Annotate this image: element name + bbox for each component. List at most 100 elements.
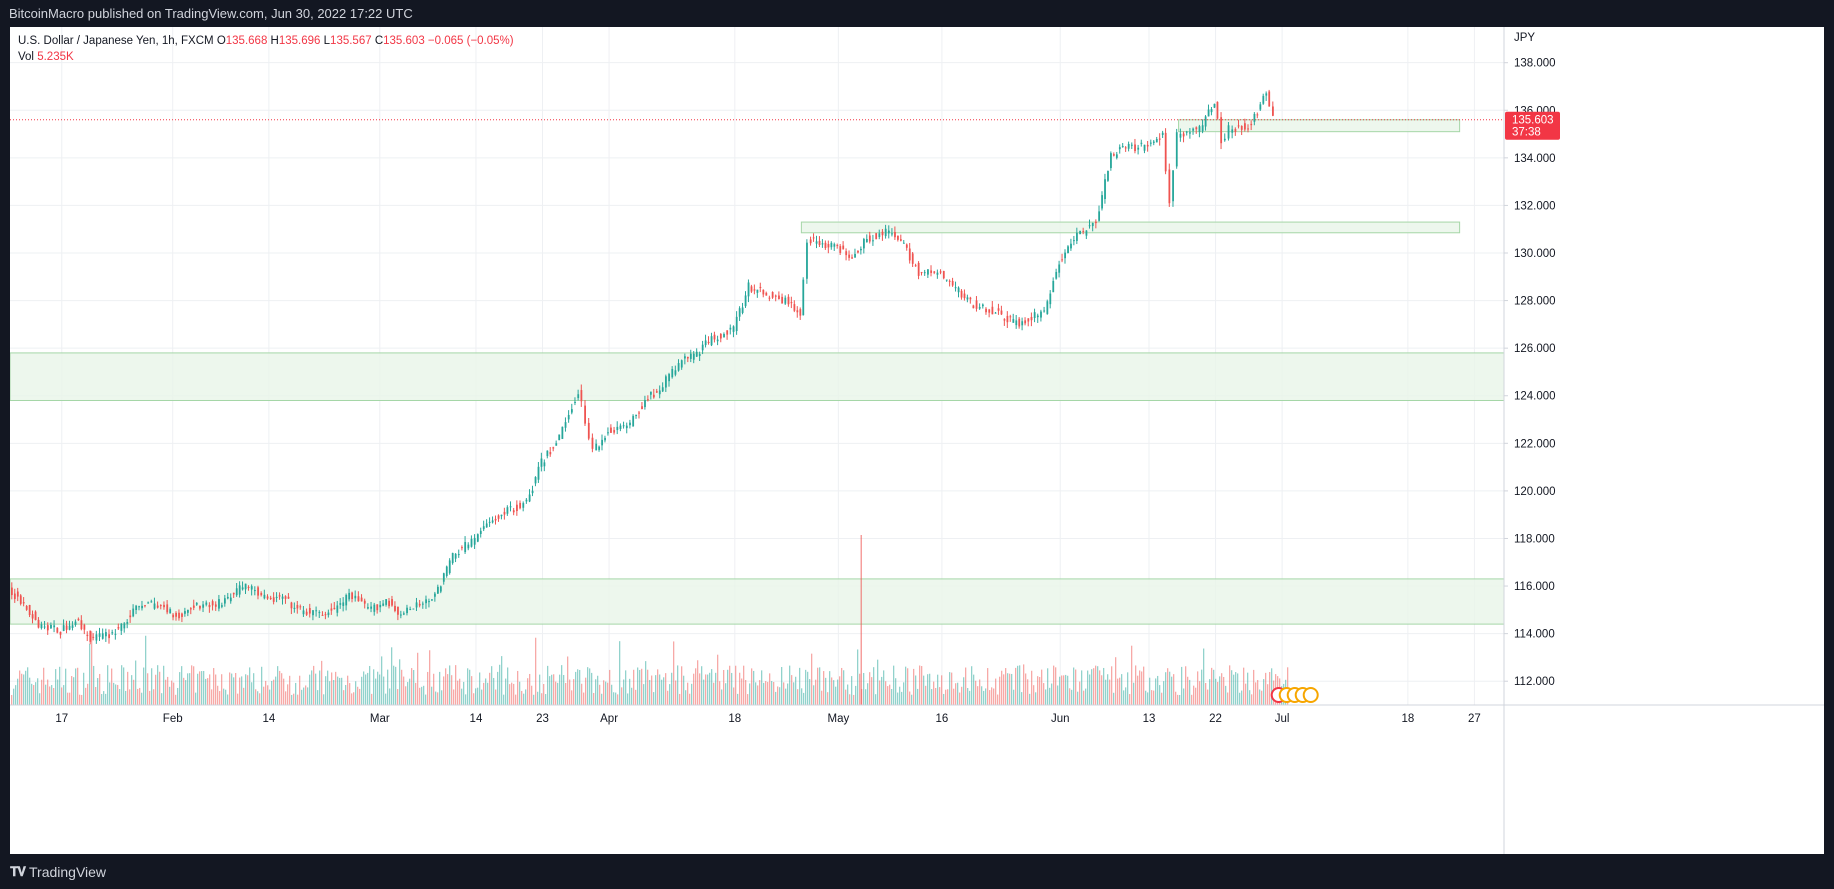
candle-body [476, 534, 479, 542]
volume-bar [367, 672, 369, 705]
candle-body [558, 434, 561, 441]
event-marker-icon[interactable] [1302, 687, 1319, 703]
volume-bar [1257, 680, 1259, 705]
candle-body [1220, 117, 1223, 144]
volume-bar [1233, 674, 1235, 705]
candle-body [833, 244, 836, 247]
support-resistance-zone[interactable] [9, 352, 1505, 401]
symbol-label[interactable]: U.S. Dollar / Japanese Yen, 1h, FXCM [18, 35, 214, 47]
volume-bar [959, 692, 961, 705]
volume-bar [1231, 670, 1233, 705]
candle-body [1265, 93, 1268, 96]
candle-body [863, 239, 865, 249]
volume-bar [1167, 668, 1169, 705]
candle-body [652, 394, 655, 398]
volume-bar [1115, 657, 1117, 705]
high-label: H [270, 35, 279, 47]
candle-body [503, 511, 506, 515]
candle-body [735, 316, 738, 332]
volume-bar [227, 694, 229, 705]
volume-bar [1111, 666, 1113, 705]
candle-body [1137, 147, 1140, 150]
volume-bar [743, 665, 745, 705]
y-tick-label: 114.000 [1514, 629, 1555, 641]
candle-body [1000, 310, 1003, 315]
volume-bar [485, 678, 487, 705]
candle-body [1055, 271, 1058, 279]
volume-bar [523, 693, 525, 705]
volume-bar [145, 635, 147, 705]
candle-body [147, 602, 150, 604]
volume-bar [645, 661, 647, 705]
volume-bar [877, 659, 879, 705]
volume-bar [67, 692, 69, 705]
candle-body [385, 599, 388, 605]
volume-bar [1119, 677, 1121, 705]
candle-body [214, 604, 217, 607]
volume-bar [921, 666, 923, 705]
footer: 𝐓𝐕 TradingView [0, 854, 1834, 889]
candle-body [166, 604, 169, 613]
volume-bar [83, 672, 85, 705]
volume-bar [283, 678, 285, 705]
volume-bar [205, 678, 207, 705]
candle-body [388, 600, 390, 607]
support-resistance-zone[interactable] [9, 578, 1505, 625]
candle-body [1158, 138, 1161, 140]
candle-body [1161, 132, 1164, 135]
volume-bar [1203, 648, 1205, 705]
candle-body [753, 289, 756, 291]
candle-body [827, 244, 830, 248]
candle-body [373, 604, 376, 612]
volume-bar [527, 678, 529, 705]
volume-bar [229, 672, 231, 705]
price-chart[interactable]: JPY 112.000 114.000 116.000 118.000 120.000 12… [9, 27, 1824, 854]
volume-bar [231, 673, 233, 705]
candle-body [482, 526, 485, 530]
volume-bar [409, 678, 411, 705]
volume-bar [111, 668, 113, 705]
volume-bar [17, 678, 19, 705]
last-price-label: 135.603 [1512, 115, 1554, 127]
volume-bar [625, 670, 627, 705]
volume-bar [953, 688, 955, 705]
volume-bar [763, 682, 765, 705]
y-tick-label: 130.000 [1514, 248, 1556, 260]
volume-bar [317, 690, 319, 705]
volume-bar [781, 667, 783, 705]
volume-bar [873, 667, 875, 705]
volume-bar [777, 686, 779, 705]
candle-body [622, 425, 625, 427]
chart-frame[interactable]: JPY 112.000 114.000 116.000 118.000 120.000 12… [9, 27, 1824, 854]
candle-body [1195, 127, 1198, 130]
volume-bar [1195, 687, 1197, 705]
support-resistance-zone[interactable] [1178, 119, 1461, 133]
candle-body [101, 633, 104, 639]
volume-bar [847, 684, 849, 705]
candle-body [525, 499, 528, 502]
candle-body [363, 600, 366, 604]
volume-bar [637, 667, 639, 705]
volume-bar [919, 665, 921, 705]
volume-bar [315, 673, 317, 705]
volume-bar [79, 694, 81, 705]
y-tick-label: 126.000 [1514, 343, 1556, 355]
volume-bar [883, 670, 885, 705]
volume-bar [85, 687, 87, 705]
candle-body [704, 340, 707, 346]
support-resistance-zone[interactable] [800, 221, 1461, 234]
candle-body [1018, 318, 1021, 327]
volume-bar [639, 669, 641, 705]
candle-body [354, 595, 357, 599]
volume-bar [977, 686, 979, 705]
volume-bar [1197, 671, 1199, 705]
volume-bar [345, 684, 347, 705]
volume-bar [605, 681, 607, 705]
candle-body [860, 248, 862, 251]
candle-body [379, 604, 382, 608]
volume-bar [209, 674, 211, 705]
volume-bar [457, 680, 459, 705]
volume-bar [1025, 673, 1027, 705]
volume-bar [547, 665, 549, 705]
tradingview-brand[interactable]: 𝐓𝐕 TradingView [10, 864, 106, 880]
